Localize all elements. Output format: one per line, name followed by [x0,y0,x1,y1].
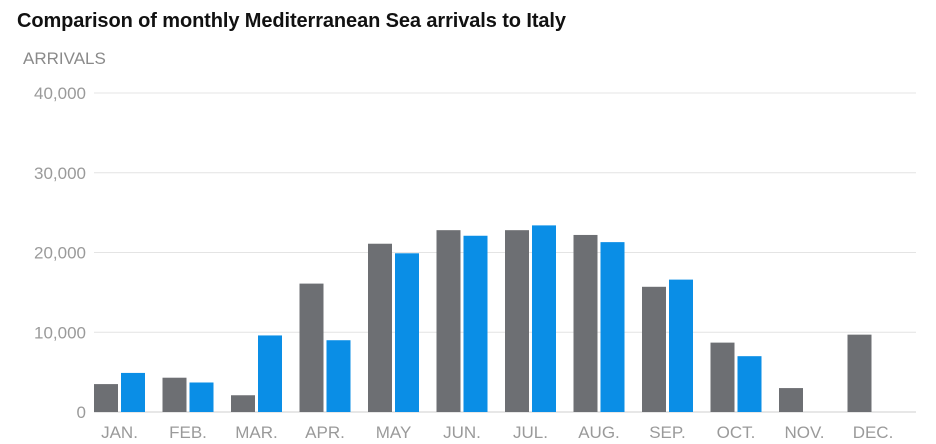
bar-series-1 [162,377,187,412]
x-tick-label: APR. [305,423,345,442]
bar-series-2 [532,225,556,412]
bar-series-1 [642,286,666,412]
x-tick-label: MAY [376,423,412,442]
y-tick-label: 30,000 [34,164,86,183]
bar-series-1 [573,234,598,412]
bar-series-1 [436,230,461,412]
y-axis-label: ARRIVALS [23,49,106,68]
bar-series-2 [326,340,351,412]
x-axis-ticks: JAN. FEB. MAR. APR. MAY JUN. JUL. AUG. SEP. OCT. N… [101,423,893,442]
bar-series-1 [710,342,735,412]
x-tick-label: NOV. [784,423,824,442]
y-tick-label: 0 [77,403,86,422]
x-tick-label: JAN. [101,423,138,442]
x-tick-label: FEB. [169,423,207,442]
y-tick-label: 40,000 [34,84,86,103]
bar-series-2 [258,335,282,412]
x-tick-label: AUG. [578,423,620,442]
bar-series-2 [737,356,762,412]
bar-series-2 [395,253,419,412]
chart-title: Comparison of monthly Mediterranean Sea … [17,10,566,32]
bar-series-1 [505,230,529,412]
x-tick-label: DEC. [853,423,894,442]
y-axis-ticks: 0 10,000 20,000 30,000 40,000 [34,84,86,422]
bar-series-2 [189,382,214,412]
bar-series-1 [847,334,872,412]
bar-series-2 [121,372,145,412]
bar-series-1 [94,384,118,412]
bar-series-2 [669,279,693,412]
bar-series-1 [368,243,392,412]
bar-series-2 [463,235,488,412]
bar-series-1 [299,283,324,412]
bar-series-1 [779,388,803,412]
x-tick-label: OCT. [717,423,756,442]
x-tick-label: JUL. [513,423,548,442]
bar-series-2 [600,242,625,412]
y-tick-label: 20,000 [34,244,86,263]
bars [94,225,872,412]
x-tick-label: SEP. [649,423,686,442]
x-tick-label: JUN. [443,423,481,442]
bar-series-1 [231,395,255,412]
y-tick-label: 10,000 [34,323,86,342]
x-tick-label: MAR. [235,423,278,442]
